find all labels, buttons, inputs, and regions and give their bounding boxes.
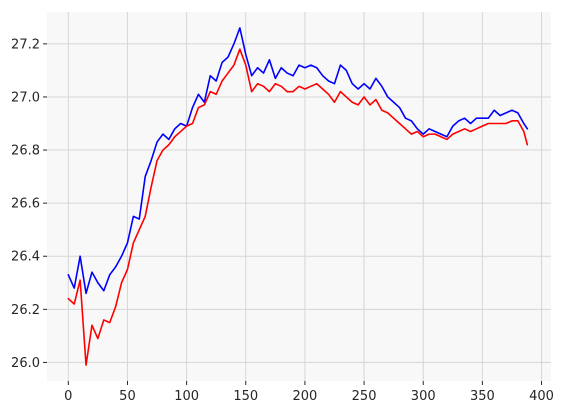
x-grid-lines (67, 12, 543, 381)
y-tick-label: 27.2 (11, 37, 40, 52)
y-tick-label: 26.0 (11, 356, 40, 371)
y-tick-label: 26.8 (11, 144, 40, 159)
y-tick-label: 26.2 (11, 303, 40, 318)
x-tick-label: 400 (529, 389, 554, 404)
x-tick-label: 200 (293, 389, 318, 404)
series-layer (67, 27, 529, 366)
plot-area (47, 12, 551, 381)
x-tick-label: 300 (411, 389, 436, 404)
x-tick-label: 100 (174, 389, 199, 404)
x-tick-label: 250 (352, 389, 377, 404)
y-tick-label: 27.0 (11, 90, 40, 105)
series-line-2 (67, 48, 529, 366)
x-tick-label: 150 (233, 389, 258, 404)
x-tick-label: 50 (119, 389, 136, 404)
y-tick-label: 26.6 (11, 197, 40, 212)
x-tick-label: 350 (470, 389, 495, 404)
y-tick-label: 26.4 (11, 250, 40, 265)
x-axis: 0 50 100 150 200 250 300 350 400 (64, 381, 554, 404)
y-axis: 26.0 26.2 26.4 26.6 26.8 27.0 27.2 (11, 37, 47, 371)
series-line-1 (67, 27, 529, 295)
x-tick-label: 0 (64, 389, 72, 404)
